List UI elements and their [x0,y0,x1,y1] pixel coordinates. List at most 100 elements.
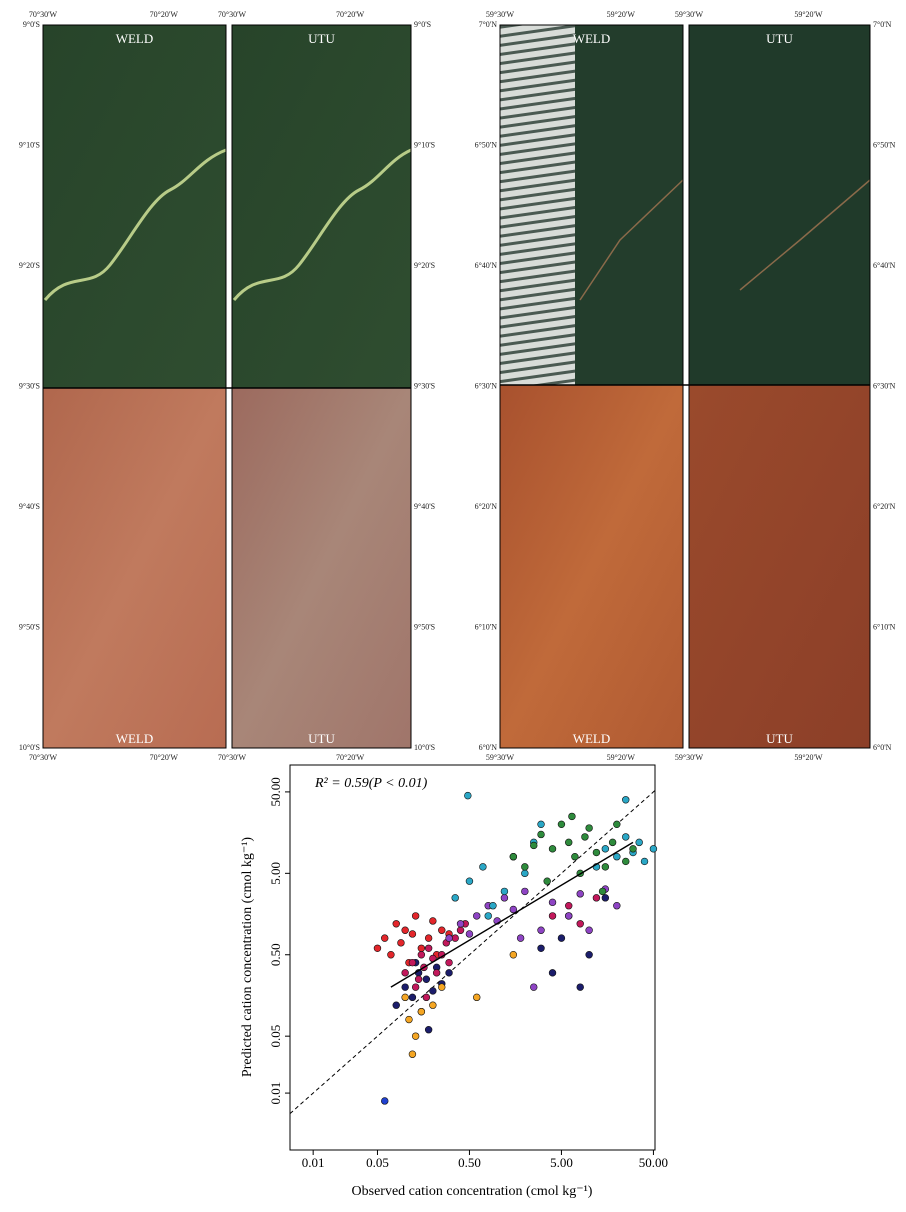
point [613,853,620,860]
image-panel [43,25,226,388]
map-y-tick-label: 9°30'S [19,381,40,390]
point [538,945,545,952]
map-y-tick-label: 10°0'S [414,743,435,752]
map-x-tick-label: 70°30'W [29,753,58,762]
map-y-tick-label: 7°0'N [479,20,498,29]
annotation: R² = 0.59(P < 0.01) [314,776,428,791]
point [398,939,405,946]
map-x-tick-label: 59°30'W [675,753,704,762]
y-tick-label: 0.05 [268,1025,283,1048]
point [530,984,537,991]
point [593,849,600,856]
point [650,845,657,852]
point [586,927,593,934]
point [418,951,425,958]
fit-line [391,842,633,987]
point [602,863,609,870]
point [510,853,517,860]
point [586,825,593,832]
map-x-tick-label: 59°20'W [794,753,823,762]
map-x-tick-label: 70°20'W [150,753,179,762]
point [521,870,528,877]
map-x-tick-label: 70°30'W [218,753,247,762]
x-tick-label: 0.01 [302,1155,325,1170]
map-y-tick-label: 6°30'N [873,381,896,390]
point [446,969,453,976]
point [577,920,584,927]
panel-label: UTU [766,731,793,746]
point [429,1002,436,1009]
point [393,920,400,927]
point [602,894,609,901]
map-y-tick-label: 6°50'N [873,140,896,149]
map-x-tick-label: 70°20'W [150,10,179,19]
y-tick-label: 5.00 [268,862,283,885]
point [641,858,648,865]
point [464,792,471,799]
map-y-tick-label: 9°10'S [414,140,435,149]
point [609,839,616,846]
point [423,976,430,983]
x-axis-label: Observed cation concentration (cmol kg⁻¹… [352,1184,593,1199]
point [586,951,593,958]
point [429,987,436,994]
point [423,994,430,1001]
map-x-tick-label: 59°20'W [607,753,636,762]
point [630,845,637,852]
point [438,927,445,934]
point [409,959,416,966]
panel-label: UTU [766,31,793,46]
point [599,888,606,895]
point [565,839,572,846]
map-y-tick-label: 9°0'S [414,20,431,29]
point [406,1016,413,1023]
map-y-tick-label: 9°10'S [19,140,40,149]
map-y-tick-label: 9°30'S [414,381,435,390]
point [425,945,432,952]
point [473,994,480,1001]
map-y-tick-label: 6°30'N [475,381,498,390]
map-x-tick-label: 59°20'W [607,10,636,19]
map-y-tick-label: 6°10'N [475,622,498,631]
point [381,1098,388,1105]
point [538,821,545,828]
point [565,913,572,920]
map-y-tick-label: 6°40'N [873,261,896,270]
x-tick-label: 0.50 [458,1155,481,1170]
map-x-tick-label: 59°30'W [486,10,515,19]
image-panel [500,385,683,748]
map-y-tick-label: 9°0'S [23,20,40,29]
point [446,935,453,942]
point [381,935,388,942]
map-y-tick-label: 7°0'N [873,20,892,29]
point [501,894,508,901]
point [549,899,556,906]
y-tick-label: 0.01 [268,1082,283,1105]
point [402,927,409,934]
map-x-tick-label: 59°30'W [675,10,704,19]
point [569,813,576,820]
point [549,969,556,976]
figure: R² = 0.59(P < 0.01) Observed cation conc… [0,0,906,1207]
map-y-tick-label: 9°40'S [19,502,40,511]
point [457,920,464,927]
point [593,894,600,901]
map-x-tick-label: 59°20'W [794,10,823,19]
point [538,927,545,934]
point [473,913,480,920]
map-y-tick-label: 9°20'S [19,261,40,270]
point [501,888,508,895]
point [388,951,395,958]
point [402,994,409,1001]
point [549,913,556,920]
point [452,894,459,901]
point [409,1051,416,1058]
point [412,1033,419,1040]
image-panel [43,388,226,748]
map-y-tick-label: 6°20'N [873,502,896,511]
point [418,945,425,952]
point [558,935,565,942]
point [517,935,524,942]
point [479,863,486,870]
point [412,913,419,920]
